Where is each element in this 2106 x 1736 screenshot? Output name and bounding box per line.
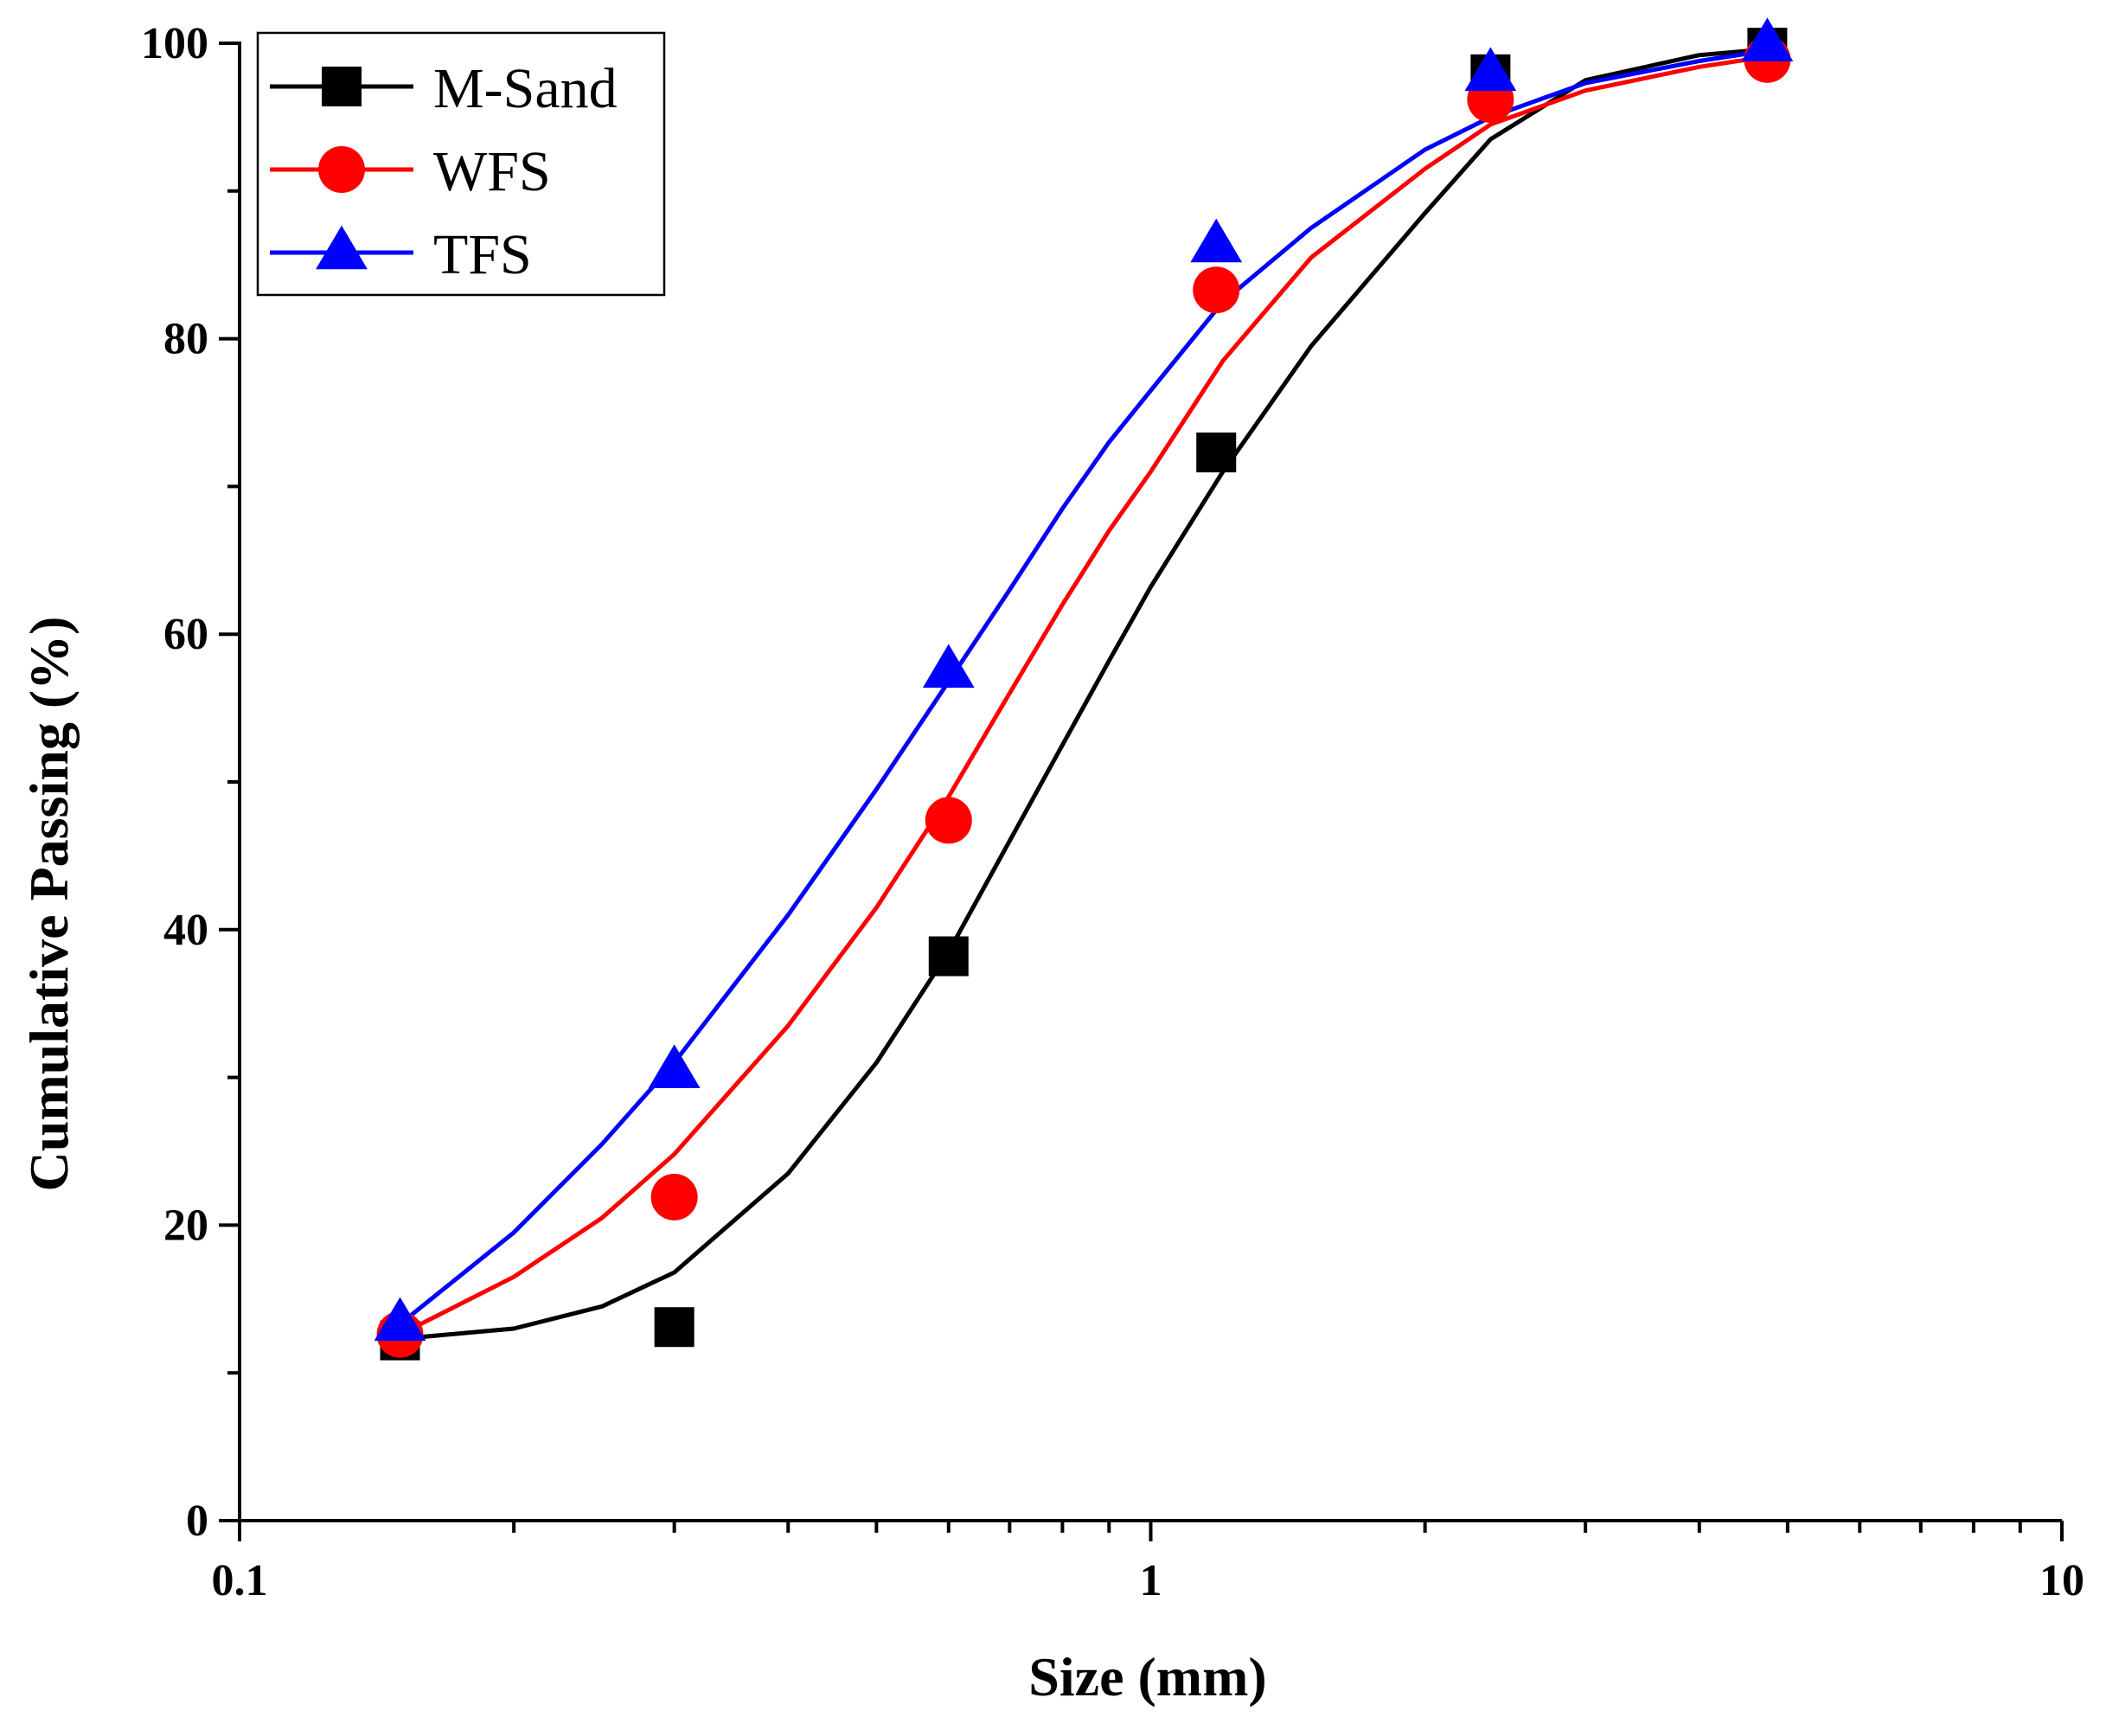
data-point-tfs [1464, 47, 1517, 92]
legend-label-m-sand: M-Sand [433, 57, 618, 120]
data-point-tfs [1741, 17, 1794, 61]
data-point-m-sand [654, 1307, 695, 1348]
legend-marker-tfs [316, 225, 368, 270]
y-tick-label: 80 [163, 315, 208, 364]
data-point-wfs [925, 797, 972, 844]
y-tick-label: 40 [163, 906, 208, 955]
data-markers [374, 17, 1794, 1361]
legend: M-Sand WFS TFS [256, 31, 666, 297]
x-tick-label: 0.1 [212, 1556, 268, 1605]
axes: 0 20 40 60 80 100 0.1 1 10 [141, 19, 2084, 1605]
data-point-wfs [1193, 266, 1240, 314]
legend-label-tfs: TFS [433, 223, 532, 286]
legend-marker-m-sand [322, 67, 362, 106]
data-point-tfs [1190, 218, 1243, 263]
fit-curve-m-sand [400, 47, 1768, 1342]
y-tick-label: 20 [163, 1201, 208, 1250]
fit-curve-wfs [399, 54, 1768, 1337]
legend-marker-wfs [318, 146, 365, 193]
data-point-m-sand [1196, 432, 1237, 473]
x-tick-label: 1 [1140, 1556, 1162, 1605]
data-point-m-sand [928, 936, 969, 977]
y-tick-label: 100 [141, 19, 208, 68]
x-axis-title: Size (mm) [1028, 1646, 1266, 1707]
data-point-wfs [650, 1173, 698, 1220]
legend-label-wfs: WFS [433, 140, 551, 203]
data-point-tfs [648, 1044, 701, 1088]
data-point-tfs [374, 1297, 426, 1342]
y-tick-label: 0 [186, 1496, 208, 1546]
x-tick-label: 10 [2039, 1556, 2084, 1605]
data-point-tfs [922, 644, 975, 689]
y-tick-label: 60 [163, 610, 208, 659]
y-axis-title: Cumulative Passing (%) [18, 617, 80, 1192]
